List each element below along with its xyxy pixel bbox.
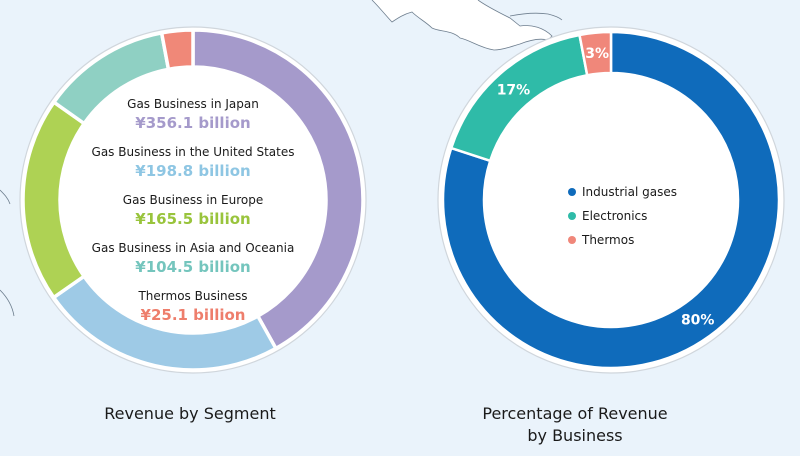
- chart-caption-segment: Revenue by Segment: [104, 404, 276, 423]
- segment-value-label: ¥104.5 billion: [135, 258, 250, 276]
- segment-value-label: ¥356.1 billion: [135, 114, 250, 132]
- segment-value-label: ¥165.5 billion: [135, 210, 250, 228]
- segment-label: Gas Business in Asia and Oceania: [92, 241, 295, 255]
- legend-item-industrial-gases: Industrial gases: [568, 180, 677, 204]
- legend-label: Industrial gases: [582, 185, 677, 199]
- percentage-of-revenue-chart: 80% 17% 3%: [437, 26, 785, 374]
- percent-label: 3%: [585, 46, 609, 62]
- legend-swatch: [568, 188, 576, 196]
- legend-swatch: [568, 236, 576, 244]
- legend-item-electronics: Electronics: [568, 204, 677, 228]
- segment-label: Gas Business in the United States: [92, 145, 295, 159]
- percent-label: 80%: [681, 312, 715, 328]
- slice-thermos: [578, 30, 613, 77]
- legend-label: Thermos: [582, 233, 635, 247]
- segment-value-label: ¥198.8 billion: [135, 162, 250, 180]
- slice-industrial-gases: [441, 30, 781, 370]
- revenue-by-segment-chart: Gas Business in Japan ¥356.1 billion Gas B…: [19, 26, 367, 374]
- chart-caption-business: Percentage of Revenue by Business: [470, 403, 680, 447]
- legend-swatch: [568, 212, 576, 220]
- segment-label: Gas Business in Europe: [123, 193, 263, 207]
- segment-label: Gas Business in Japan: [127, 97, 259, 111]
- legend-business: Industrial gases Electronics Thermos: [568, 180, 677, 252]
- legend-label: Electronics: [582, 209, 648, 223]
- slice-gas-business-in-japan: [191, 28, 365, 351]
- donut-outer-ring: [19, 26, 367, 374]
- segment-value-label: ¥25.1 billion: [141, 306, 246, 324]
- background-map-outline: [0, 0, 563, 317]
- segment-label: Thermos Business: [137, 289, 247, 303]
- legend-item-thermos: Thermos: [568, 228, 677, 252]
- donut-outer-ring: [437, 26, 785, 374]
- slice-thermos-business: [159, 28, 195, 72]
- percent-label: 17%: [497, 82, 531, 98]
- chart-caption-business-line: Percentage of Revenue: [482, 404, 668, 423]
- chart-caption-business-line: by Business: [527, 426, 623, 445]
